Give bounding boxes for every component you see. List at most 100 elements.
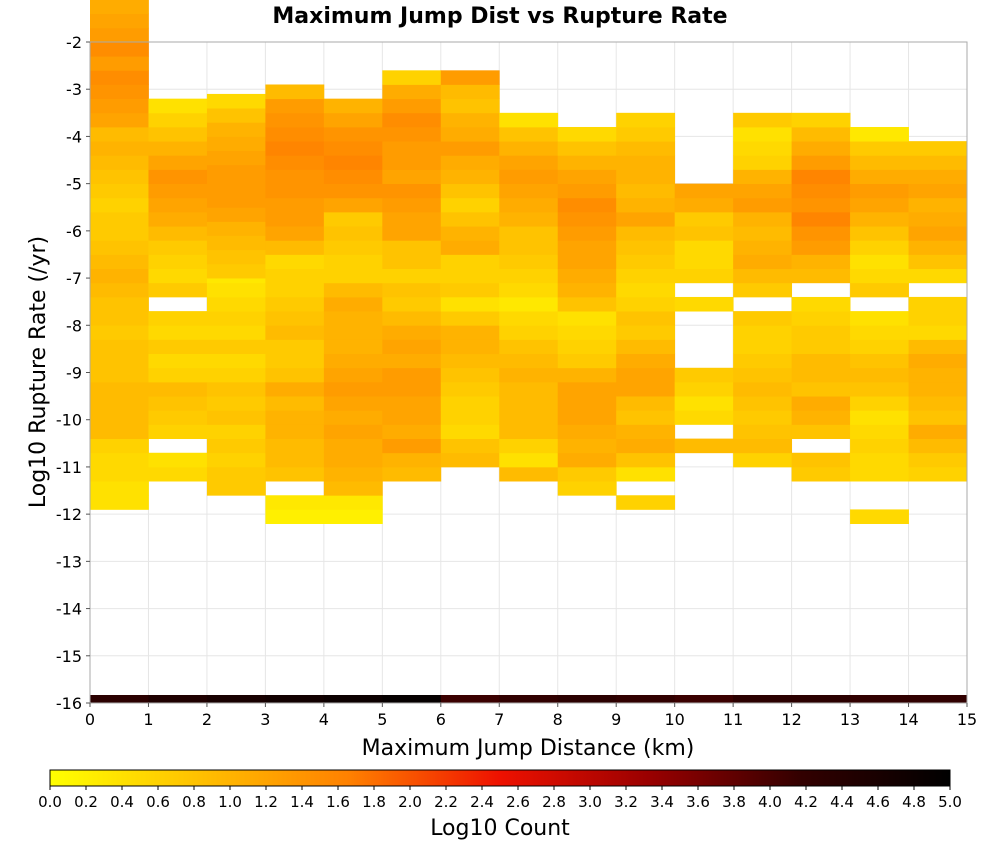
heatmap-cell <box>908 367 968 383</box>
colorbar-tick-label: 5.0 <box>938 793 962 811</box>
heatmap-cell <box>557 296 617 312</box>
heatmap-cell <box>265 98 325 114</box>
heatmap-cell <box>206 178 266 194</box>
heatmap-cell <box>733 197 792 213</box>
x-tick-label: 4 <box>319 710 329 729</box>
colorbar-tick-label: 1.4 <box>290 793 314 811</box>
heatmap-cell <box>557 240 617 255</box>
heatmap-cell <box>323 155 383 170</box>
heatmap-cell <box>323 169 383 185</box>
heatmap-cell <box>791 226 851 241</box>
y-tick-label: -6 <box>66 222 82 241</box>
heatmap-cell <box>148 254 208 270</box>
heatmap-cell <box>148 141 208 156</box>
heatmap-cell <box>148 424 208 439</box>
heatmap-cell <box>557 481 617 496</box>
heatmap-cell <box>148 410 208 425</box>
heatmap-cell <box>908 183 968 199</box>
heatmap-cell <box>382 155 442 170</box>
heatmap-cell <box>616 211 676 227</box>
heatmap-cell <box>674 254 734 270</box>
heatmap-cell <box>499 381 559 397</box>
heatmap-cell <box>850 183 909 199</box>
heatmap-cell-bottom <box>733 695 792 703</box>
y-tick-label: -16 <box>56 694 82 713</box>
x-tick-label: 2 <box>202 710 212 729</box>
heatmap-cell <box>616 495 676 510</box>
heatmap-cell <box>499 197 559 213</box>
heatmap-cell <box>265 183 325 199</box>
heatmap-cell <box>90 112 149 128</box>
heatmap-cell <box>382 325 442 340</box>
heatmap-cell <box>206 108 266 123</box>
heatmap-cell <box>616 183 676 199</box>
heatmap-cell <box>791 155 851 170</box>
heatmap-cell <box>265 126 325 142</box>
heatmap-cell <box>557 410 617 425</box>
heatmap-cell <box>265 197 325 213</box>
x-axis-label: Maximum Jump Distance (km) <box>362 736 695 761</box>
heatmap-cell <box>206 93 266 109</box>
heatmap-cell <box>791 367 851 383</box>
heatmap-cell <box>382 141 442 156</box>
heatmap-cell <box>206 235 266 251</box>
heatmap-cell <box>616 339 676 355</box>
heatmap-cell <box>90 155 149 170</box>
heatmap-cell <box>265 424 325 439</box>
y-tick-label: -15 <box>56 647 82 666</box>
heatmap-cell <box>265 84 325 100</box>
y-tick-label: -5 <box>66 175 82 194</box>
heatmap-cell <box>440 254 500 270</box>
heatmap-cell <box>557 141 617 156</box>
colorbar-tick-label: 1.6 <box>326 793 350 811</box>
heatmap-cell <box>791 296 851 312</box>
heatmap-cell <box>323 410 383 425</box>
heatmap-cell <box>850 197 909 213</box>
heatmap-cell <box>265 141 325 156</box>
heatmap-cell <box>440 112 500 128</box>
heatmap-cell <box>850 282 909 298</box>
heatmap-cell <box>616 126 676 142</box>
heatmap-cell <box>674 226 734 241</box>
heatmap-cell <box>908 353 968 369</box>
heatmap-cell <box>323 353 383 369</box>
heatmap-cell <box>206 381 266 397</box>
heatmap-cell <box>148 339 208 355</box>
heatmap-cell <box>265 311 325 326</box>
heatmap-cell <box>557 438 617 454</box>
heatmap-cell <box>850 381 909 397</box>
heatmap-cell <box>791 381 851 397</box>
heatmap-cell <box>382 197 442 213</box>
x-tick-label: 10 <box>664 710 684 729</box>
heatmap-cell <box>557 311 617 326</box>
heatmap-cell <box>382 410 442 425</box>
heatmap-cell <box>733 396 792 411</box>
heatmap-cell <box>557 126 617 142</box>
heatmap-cell <box>148 325 208 340</box>
heatmap-cell <box>557 396 617 411</box>
heatmap-cell <box>323 254 383 270</box>
heatmap-cell <box>733 438 792 454</box>
heatmap-cell <box>674 211 734 227</box>
heatmap-cell <box>499 367 559 383</box>
heatmap-cell <box>557 155 617 170</box>
heatmap-cell <box>382 211 442 227</box>
heatmap-cells <box>90 0 968 703</box>
heatmap-cell <box>440 296 500 312</box>
x-tick-label: 3 <box>260 710 270 729</box>
heatmap-cell <box>265 452 325 468</box>
heatmap-cell <box>206 150 266 166</box>
x-tick-label: 8 <box>553 710 563 729</box>
heatmap-cell <box>265 155 325 170</box>
heatmap-cell <box>440 353 500 369</box>
heatmap-cell <box>440 141 500 156</box>
heatmap-cell <box>148 381 208 397</box>
heatmap-cell <box>440 126 500 142</box>
heatmap-cell <box>440 211 500 227</box>
heatmap-cell <box>90 254 149 270</box>
heatmap-cell <box>557 325 617 340</box>
heatmap-cell <box>265 381 325 397</box>
heatmap-cell <box>323 282 383 298</box>
heatmap-cell <box>850 126 909 142</box>
heatmap-cell <box>674 296 734 312</box>
